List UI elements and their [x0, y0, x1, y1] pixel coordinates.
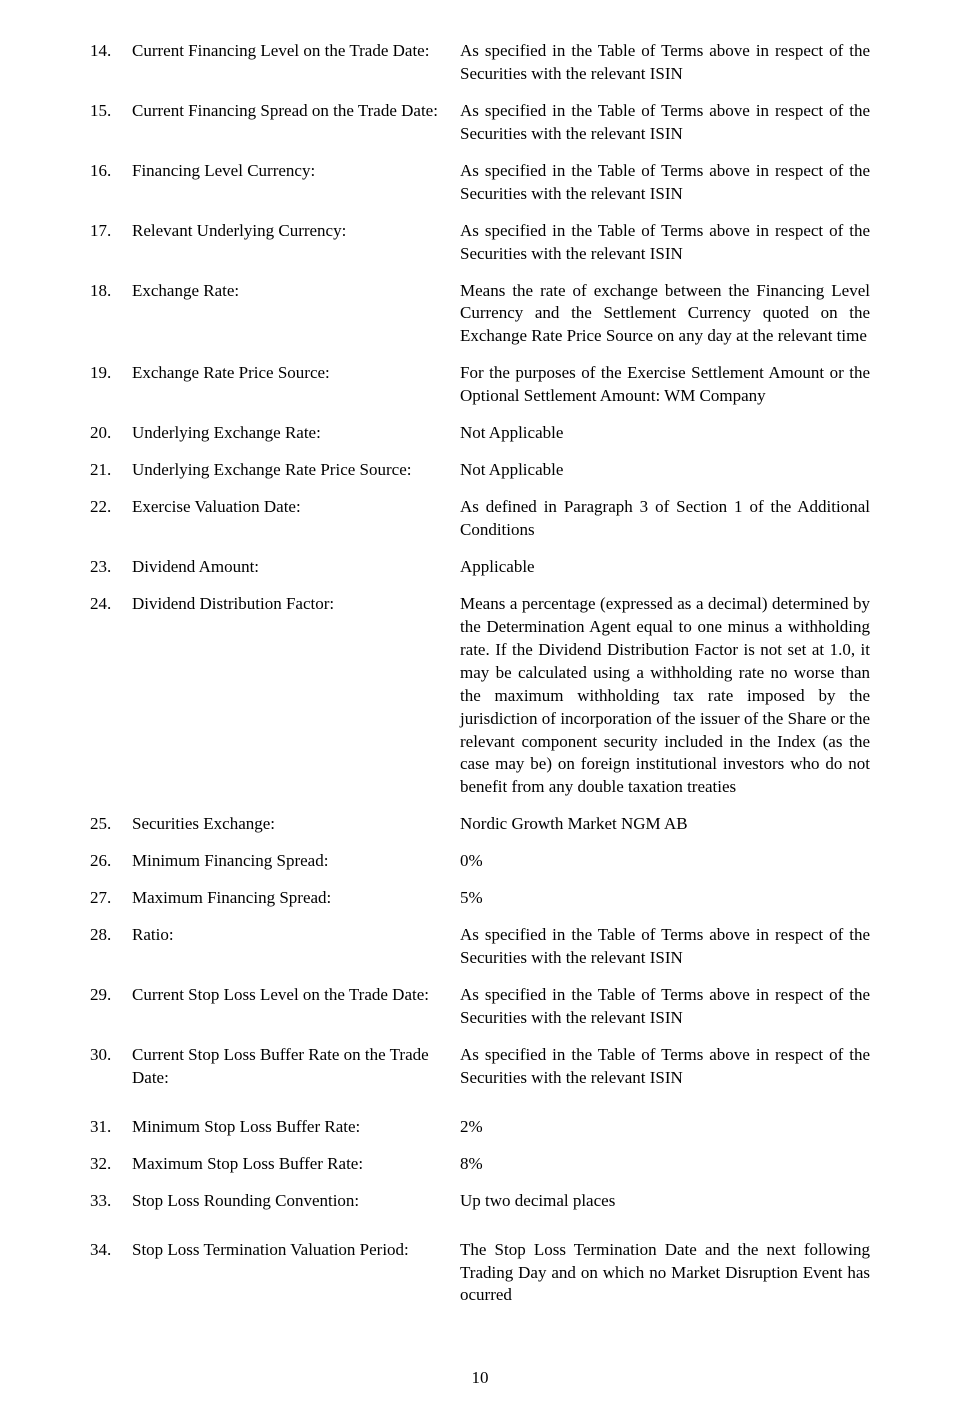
term-label: Exercise Valuation Date:: [132, 496, 460, 542]
term-label: Maximum Financing Spread:: [132, 887, 460, 910]
term-row: 29.Current Stop Loss Level on the Trade …: [90, 984, 870, 1030]
term-number: 19.: [90, 362, 132, 408]
term-value: As specified in the Table of Terms above…: [460, 40, 870, 86]
term-number: 14.: [90, 40, 132, 86]
term-number: 20.: [90, 422, 132, 445]
term-value: Nordic Growth Market NGM AB: [460, 813, 870, 836]
term-number: 22.: [90, 496, 132, 542]
term-value: As specified in the Table of Terms above…: [460, 924, 870, 970]
term-number: 15.: [90, 100, 132, 146]
term-number: 34.: [90, 1239, 132, 1308]
term-label: Financing Level Currency:: [132, 160, 460, 206]
term-number: 29.: [90, 984, 132, 1030]
term-value: Means the rate of exchange between the F…: [460, 280, 870, 349]
term-number: 18.: [90, 280, 132, 349]
term-label: Exchange Rate:: [132, 280, 460, 349]
term-row: 25.Securities Exchange:Nordic Growth Mar…: [90, 813, 870, 836]
term-number: 33.: [90, 1190, 132, 1213]
term-row: 20.Underlying Exchange Rate:Not Applicab…: [90, 422, 870, 445]
term-value: As defined in Paragraph 3 of Section 1 o…: [460, 496, 870, 542]
term-row: 31.Minimum Stop Loss Buffer Rate:2%: [90, 1116, 870, 1139]
term-row: 21.Underlying Exchange Rate Price Source…: [90, 459, 870, 482]
term-row: 24.Dividend Distribution Factor:Means a …: [90, 593, 870, 799]
term-number: 24.: [90, 593, 132, 799]
term-value: For the purposes of the Exercise Settlem…: [460, 362, 870, 408]
term-value: Not Applicable: [460, 459, 870, 482]
term-number: 30.: [90, 1044, 132, 1090]
term-value: As specified in the Table of Terms above…: [460, 984, 870, 1030]
term-label: Underlying Exchange Rate:: [132, 422, 460, 445]
term-row: 33.Stop Loss Rounding Convention:Up two …: [90, 1190, 870, 1213]
term-label: Relevant Underlying Currency:: [132, 220, 460, 266]
term-label: Current Stop Loss Buffer Rate on the Tra…: [132, 1044, 460, 1090]
term-value: The Stop Loss Termination Date and the n…: [460, 1239, 870, 1308]
term-label: Stop Loss Termination Valuation Period:: [132, 1239, 460, 1308]
term-number: 31.: [90, 1116, 132, 1139]
page-number: 10: [0, 1368, 960, 1388]
term-label: Minimum Stop Loss Buffer Rate:: [132, 1116, 460, 1139]
terms-list: 14.Current Financing Level on the Trade …: [90, 40, 870, 1307]
term-label: Dividend Amount:: [132, 556, 460, 579]
term-row: 18.Exchange Rate:Means the rate of excha…: [90, 280, 870, 349]
term-number: 26.: [90, 850, 132, 873]
term-label: Securities Exchange:: [132, 813, 460, 836]
term-number: 27.: [90, 887, 132, 910]
term-label: Minimum Financing Spread:: [132, 850, 460, 873]
term-value: As specified in the Table of Terms above…: [460, 220, 870, 266]
term-row: 15.Current Financing Spread on the Trade…: [90, 100, 870, 146]
term-value: Applicable: [460, 556, 870, 579]
term-label: Ratio:: [132, 924, 460, 970]
term-row: 17.Relevant Underlying Currency:As speci…: [90, 220, 870, 266]
term-row: 26.Minimum Financing Spread:0%: [90, 850, 870, 873]
term-value: Not Applicable: [460, 422, 870, 445]
term-number: 32.: [90, 1153, 132, 1176]
term-row: 30.Current Stop Loss Buffer Rate on the …: [90, 1044, 870, 1090]
term-label: Stop Loss Rounding Convention:: [132, 1190, 460, 1213]
term-label: Maximum Stop Loss Buffer Rate:: [132, 1153, 460, 1176]
term-number: 21.: [90, 459, 132, 482]
term-value: Means a percentage (expressed as a decim…: [460, 593, 870, 799]
term-value: 8%: [460, 1153, 870, 1176]
term-number: 25.: [90, 813, 132, 836]
term-value: Up two decimal places: [460, 1190, 870, 1213]
term-number: 23.: [90, 556, 132, 579]
term-label: Underlying Exchange Rate Price Source:: [132, 459, 460, 482]
term-label: Current Financing Spread on the Trade Da…: [132, 100, 460, 146]
term-number: 28.: [90, 924, 132, 970]
term-row: 34.Stop Loss Termination Valuation Perio…: [90, 1239, 870, 1308]
term-value: 5%: [460, 887, 870, 910]
term-row: 19.Exchange Rate Price Source:For the pu…: [90, 362, 870, 408]
term-label: Current Financing Level on the Trade Dat…: [132, 40, 460, 86]
term-number: 17.: [90, 220, 132, 266]
term-row: 14.Current Financing Level on the Trade …: [90, 40, 870, 86]
term-value: As specified in the Table of Terms above…: [460, 160, 870, 206]
term-value: As specified in the Table of Terms above…: [460, 100, 870, 146]
term-label: Dividend Distribution Factor:: [132, 593, 460, 799]
term-number: 16.: [90, 160, 132, 206]
term-label: Current Stop Loss Level on the Trade Dat…: [132, 984, 460, 1030]
term-value: 2%: [460, 1116, 870, 1139]
term-row: 27.Maximum Financing Spread:5%: [90, 887, 870, 910]
term-value: As specified in the Table of Terms above…: [460, 1044, 870, 1090]
document-page: 14.Current Financing Level on the Trade …: [0, 0, 960, 1423]
term-row: 23.Dividend Amount:Applicable: [90, 556, 870, 579]
term-row: 32.Maximum Stop Loss Buffer Rate:8%: [90, 1153, 870, 1176]
term-row: 28.Ratio:As specified in the Table of Te…: [90, 924, 870, 970]
term-value: 0%: [460, 850, 870, 873]
term-row: 16.Financing Level Currency:As specified…: [90, 160, 870, 206]
term-row: 22.Exercise Valuation Date:As defined in…: [90, 496, 870, 542]
term-label: Exchange Rate Price Source:: [132, 362, 460, 408]
